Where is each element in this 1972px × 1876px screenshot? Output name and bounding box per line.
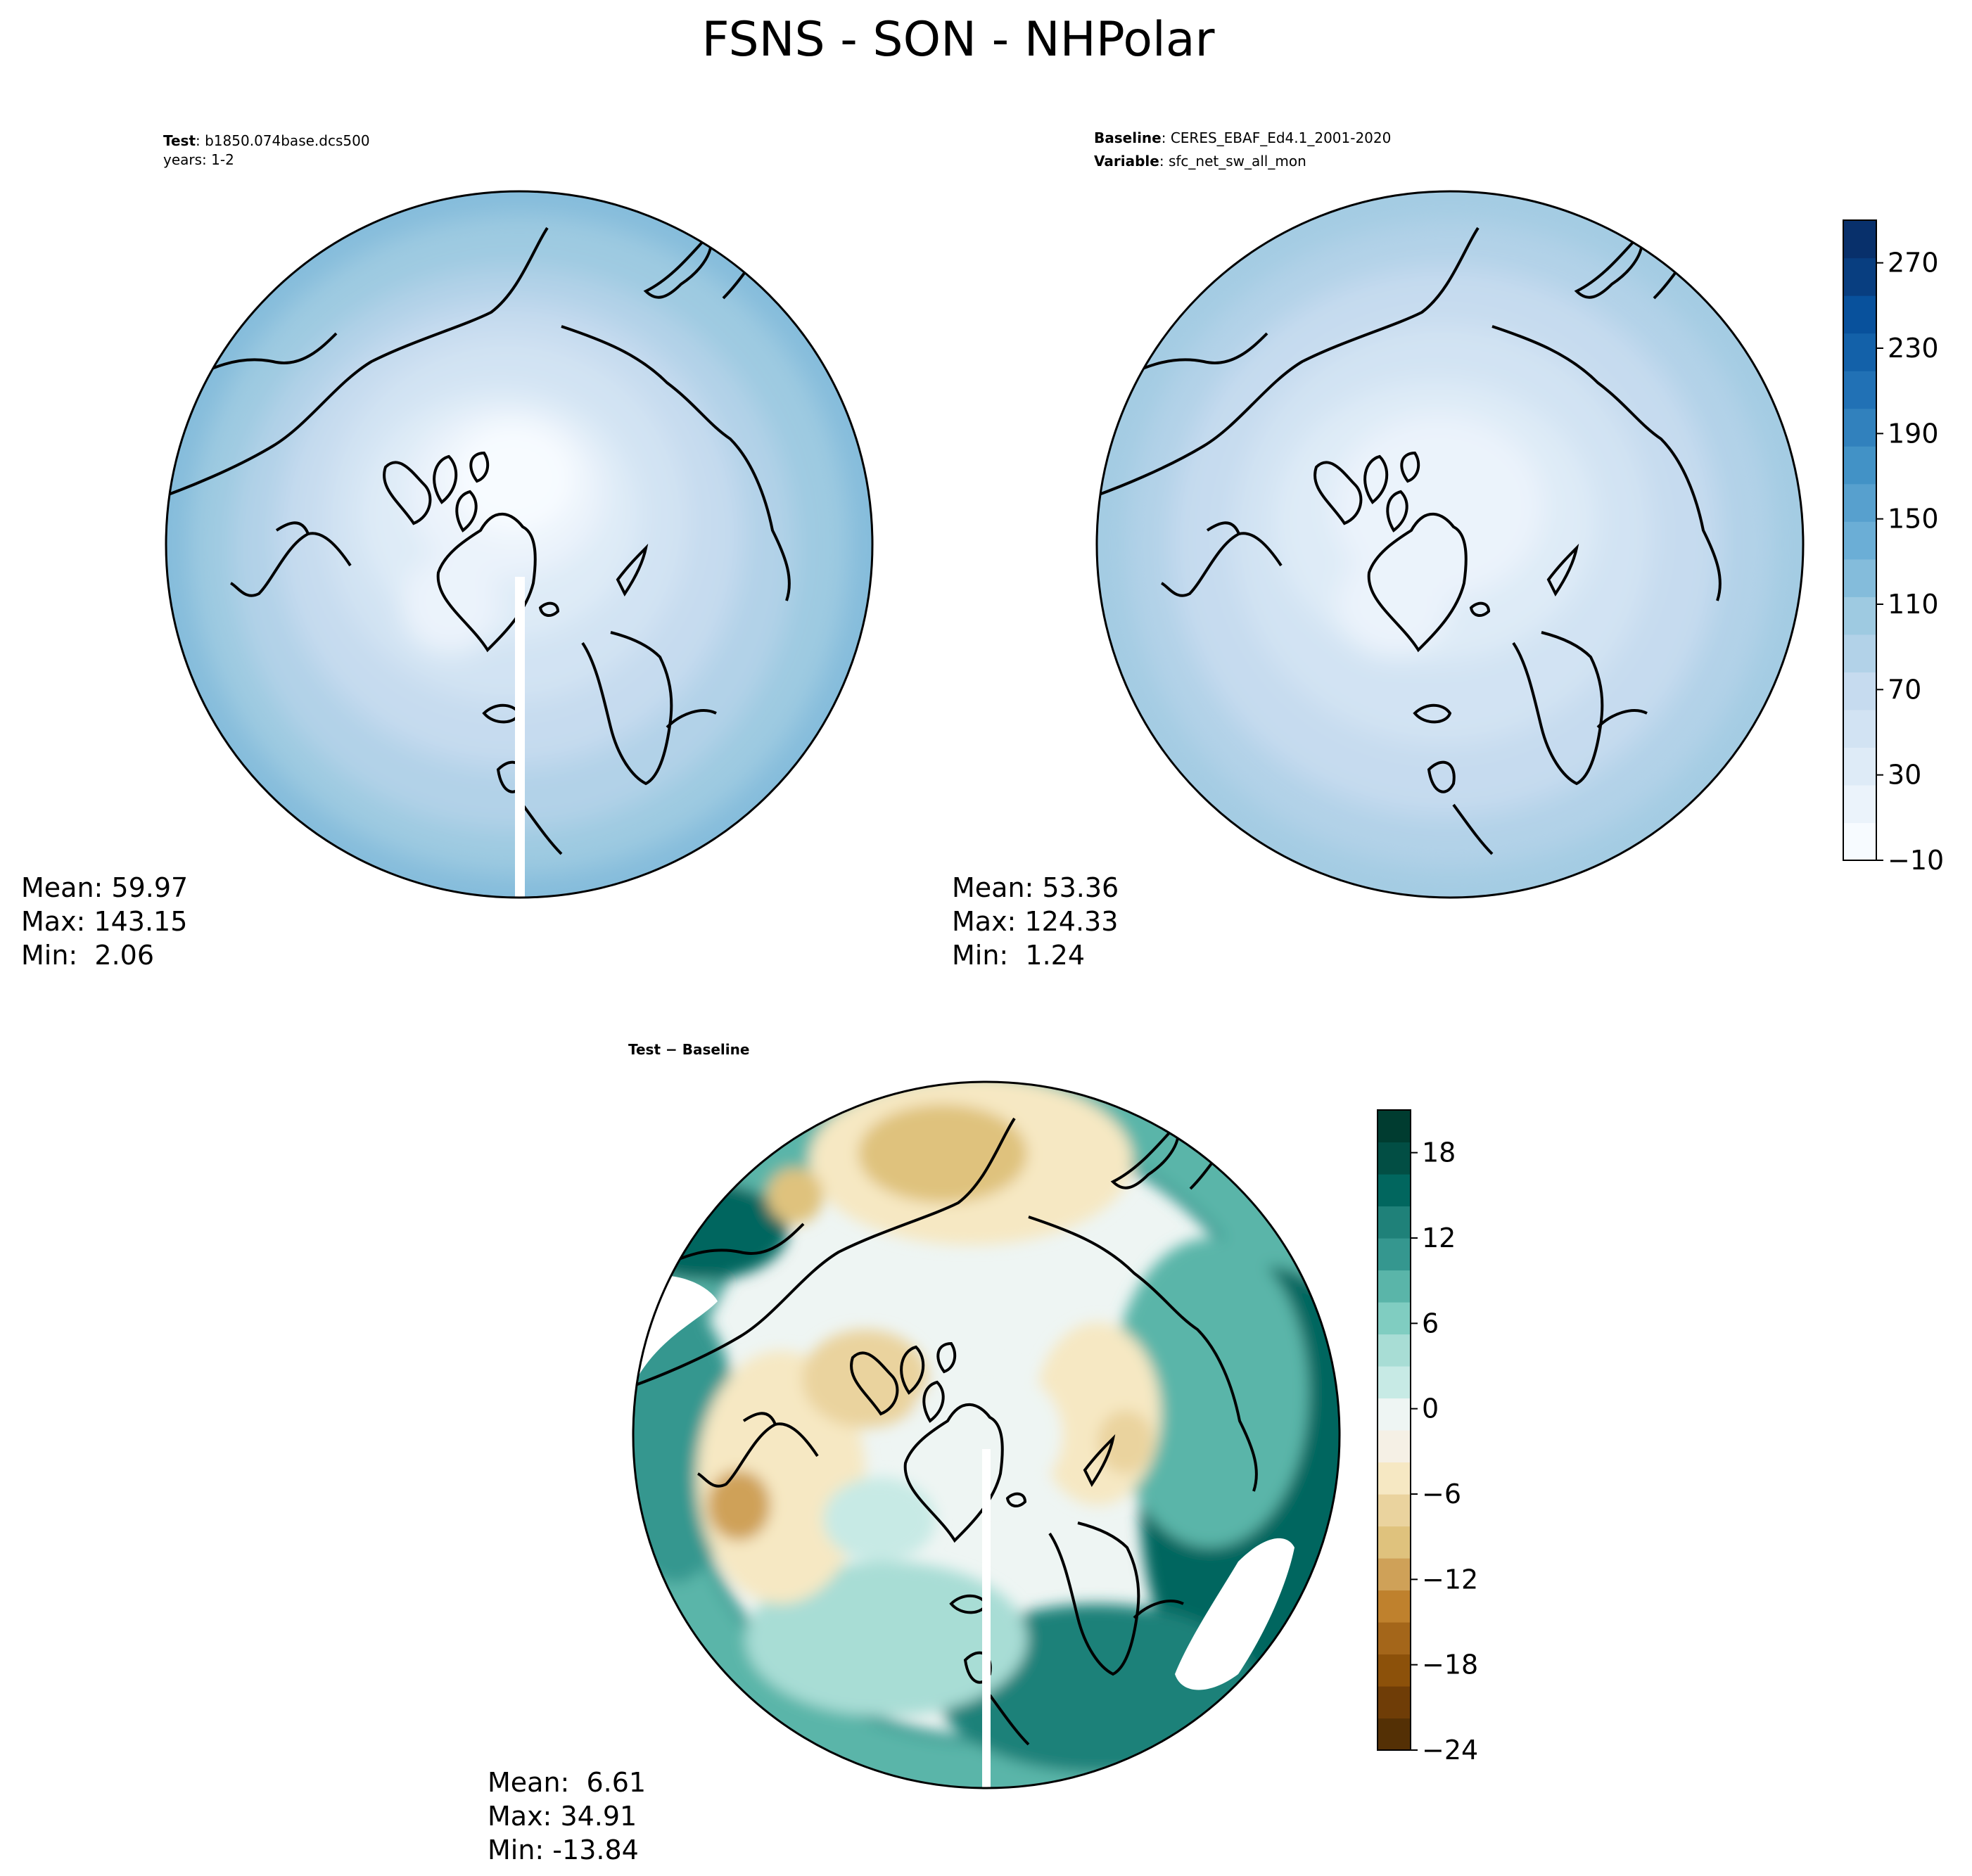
test-header-line2: years: 1-2 xyxy=(163,151,234,168)
test-header-key: Test xyxy=(163,132,196,149)
colorbar-diff: −24 −18 −12 −6 0 6 12 18 xyxy=(1377,1109,1478,1766)
colorbar-top-swatch xyxy=(1843,371,1876,409)
colorbar-top-tick-label: 30 xyxy=(1888,760,1921,791)
colorbar-diff-swatch xyxy=(1378,1398,1411,1431)
colorbar-top-tick-label: 270 xyxy=(1888,248,1939,279)
baseline-stat-min: Min: 1.24 xyxy=(952,940,1085,971)
baseline-variable-value: : sfc_net_sw_all_mon xyxy=(1159,153,1306,170)
colorbar-top-swatch xyxy=(1843,257,1876,296)
colorbar-diff-swatch xyxy=(1378,1334,1411,1367)
colorbar-top-swatch xyxy=(1843,784,1876,824)
colorbar-diff-tick-label: −12 xyxy=(1422,1564,1478,1595)
colorbar-diff-swatch xyxy=(1378,1558,1411,1591)
figure-title: FSNS - SON - NHPolar xyxy=(702,12,1215,68)
colorbar-diff-tick-label: 18 xyxy=(1422,1137,1456,1168)
colorbar-top-tick-label: −10 xyxy=(1888,845,1944,876)
colorbar-diff-swatch xyxy=(1378,1142,1411,1175)
colorbar-top-swatch xyxy=(1843,408,1876,447)
colorbar-top-swatch xyxy=(1843,446,1876,485)
colorbar-top-swatch xyxy=(1843,596,1876,635)
baseline-map-boundary xyxy=(1095,190,1805,899)
colorbar-top-swatch xyxy=(1843,521,1876,560)
colorbar-top-swatch xyxy=(1843,822,1876,861)
diff-map-boundary xyxy=(632,1080,1341,1789)
test-header-line1: Test: b1850.074base.dcs500 xyxy=(163,132,370,149)
diff-stat-max: Max: 34.91 xyxy=(488,1801,637,1832)
colorbar-top-swatch xyxy=(1843,220,1876,259)
colorbar-top-swatch xyxy=(1843,709,1876,748)
colorbar-diff-swatch xyxy=(1378,1174,1411,1207)
colorbar-diff-swatch xyxy=(1378,1718,1411,1751)
colorbar-diff-swatch xyxy=(1378,1590,1411,1623)
colorbar-diff-tick-label: 12 xyxy=(1422,1223,1456,1253)
diff-stat-min: Min: -13.84 xyxy=(488,1834,639,1865)
colorbar-diff-swatch xyxy=(1378,1526,1411,1559)
colorbar-top-swatch xyxy=(1843,634,1876,672)
colorbar-diff-swatch xyxy=(1378,1494,1411,1527)
test-stat-max: Max: 143.15 xyxy=(21,906,187,937)
diff-header-baseline: Baseline xyxy=(682,1041,750,1058)
baseline-panel: Baseline: CERES_EBAF_Ed4.1_2001-2020 Var… xyxy=(952,129,1805,971)
colorbar-diff-swatch xyxy=(1378,1622,1411,1655)
colorbar-diff-swatch xyxy=(1378,1238,1411,1271)
baseline-header-line2: Variable: sfc_net_sw_all_mon xyxy=(1094,153,1306,170)
colorbar-top-frame xyxy=(1843,219,1877,861)
colorbar-top-swatch xyxy=(1843,747,1876,786)
diff-header-test: Test xyxy=(628,1041,661,1058)
diff-header-minus: − xyxy=(661,1041,682,1058)
colorbar-diff-swatch xyxy=(1378,1110,1411,1143)
colorbar-diff-tick-label: −6 xyxy=(1422,1479,1461,1510)
diff-header: Test − Baseline xyxy=(628,1041,749,1058)
colorbar-diff-swatch xyxy=(1378,1270,1411,1303)
diff-stat-mean: Mean: 6.61 xyxy=(488,1767,646,1798)
baseline-stat-max: Max: 124.33 xyxy=(952,906,1118,937)
colorbar-top-tick-label: 230 xyxy=(1888,333,1939,364)
colorbar-top-tick-label: 70 xyxy=(1888,674,1921,705)
colorbar-top: −10 30 70 110 150 190 230 270 xyxy=(1843,219,1944,876)
diff-map xyxy=(633,1082,1340,1788)
colorbar-diff-swatch xyxy=(1378,1654,1411,1687)
colorbar-top-swatch xyxy=(1843,295,1876,334)
colorbar-top-tick-label: 190 xyxy=(1888,418,1939,449)
colorbar-diff-swatch xyxy=(1378,1430,1411,1463)
colorbar-diff-frame xyxy=(1377,1109,1411,1751)
baseline-header-value: : CERES_EBAF_Ed4.1_2001-2020 xyxy=(1162,129,1392,146)
test-header-value: : b1850.074base.dcs500 xyxy=(196,132,370,149)
test-stat-min: Min: 2.06 xyxy=(21,940,154,971)
baseline-variable-key: Variable xyxy=(1094,153,1159,170)
test-panel: Test: b1850.074base.dcs500 years: 1-2 Me… xyxy=(21,132,874,971)
colorbar-diff-swatch xyxy=(1378,1366,1411,1399)
test-stat-mean: Mean: 59.97 xyxy=(21,872,188,903)
baseline-stat-mean: Mean: 53.36 xyxy=(952,872,1119,903)
colorbar-top-swatch xyxy=(1843,333,1876,371)
baseline-header-key: Baseline xyxy=(1094,129,1162,146)
baseline-header-line1: Baseline: CERES_EBAF_Ed4.1_2001-2020 xyxy=(1094,129,1391,146)
baseline-map xyxy=(1097,191,1803,898)
colorbar-diff-tick-label: 0 xyxy=(1422,1393,1439,1424)
colorbar-diff-swatch xyxy=(1378,1206,1411,1239)
colorbar-top-tick-label: 150 xyxy=(1888,504,1939,535)
colorbar-diff-tick-label: −24 xyxy=(1422,1735,1478,1766)
colorbar-diff-swatch xyxy=(1378,1462,1411,1495)
colorbar-diff-tick-label: 6 xyxy=(1422,1308,1439,1339)
colorbar-top-tick-label: 110 xyxy=(1888,589,1939,620)
colorbar-top-swatch xyxy=(1843,559,1876,597)
colorbar-diff-swatch xyxy=(1378,1302,1411,1335)
test-map xyxy=(166,191,872,898)
colorbar-top-swatch xyxy=(1843,483,1876,522)
colorbar-diff-swatch xyxy=(1378,1686,1411,1719)
colorbar-diff-tick-label: −18 xyxy=(1422,1650,1478,1680)
diff-panel: Test − Baseline xyxy=(488,1041,1341,1865)
test-map-boundary xyxy=(165,190,874,899)
colorbar-top-swatch xyxy=(1843,672,1876,710)
